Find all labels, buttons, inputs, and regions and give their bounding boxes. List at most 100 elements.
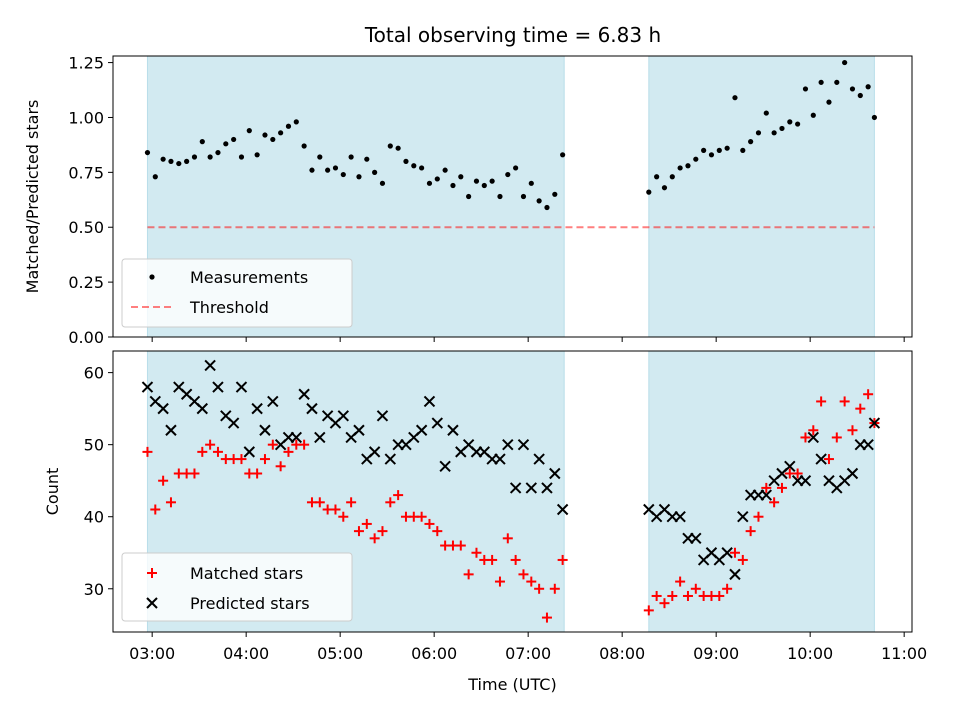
top-legend: Measurements Threshold	[121, 258, 353, 328]
predicted-star-point-7	[196, 402, 209, 415]
predicted-star-point-45	[494, 453, 506, 465]
matched-star-point-41	[463, 569, 474, 580]
matched-star-point-9	[212, 446, 223, 457]
measurement-point-33	[403, 158, 409, 164]
predicted-star-point-77-b	[823, 474, 835, 487]
matched-star-point-29	[369, 533, 380, 544]
measurement-point-51	[544, 204, 550, 211]
matched-star-point-63	[714, 590, 725, 601]
matched-star-point-60	[690, 583, 701, 594]
predicted-star-point-3	[165, 424, 177, 436]
measurement-point-21	[309, 167, 315, 173]
predicted-star-point-22	[314, 431, 326, 444]
measurement-point-39	[450, 182, 456, 189]
predicted-star-point-31	[384, 453, 397, 465]
matched-star-point-68	[753, 511, 764, 522]
matched-star-point-12	[236, 454, 247, 465]
x-tick-label-8: 11:00	[881, 644, 927, 663]
measurement-point-77	[826, 99, 832, 105]
matched-star-point-46	[502, 533, 513, 544]
predicted-star-point-20-b	[298, 388, 310, 400]
measurement-point-69	[763, 110, 769, 116]
predicted-star-point-75	[807, 431, 820, 444]
matched-star-point-56	[659, 598, 670, 609]
measurement-point-64	[724, 145, 730, 151]
x-tick-label-6: 09:00	[693, 644, 739, 663]
predicted-star-point-21	[306, 402, 318, 415]
predicted-star-point-7-b	[196, 402, 209, 415]
top-y-ticks: 0.00 0.25 0.50 0.75 1.00 1.25	[68, 54, 113, 347]
matched-star-point-55	[651, 590, 662, 601]
measurement-point-72	[787, 119, 793, 125]
predicted-star-point-12-b	[235, 381, 248, 393]
x-tick-label-3: 06:00	[411, 644, 457, 663]
matched-star-point-0	[142, 446, 153, 457]
predicted-star-point-21-b	[306, 402, 318, 415]
measurement-point-53	[560, 152, 566, 158]
matched-star-point-69	[761, 482, 772, 493]
x-tick-label-0: 03:00	[129, 644, 175, 663]
predicted-star-point-4-b	[173, 381, 185, 393]
measurement-point-65	[732, 95, 738, 101]
predicted-star-point-11	[227, 417, 240, 429]
measurement-point-66	[740, 147, 746, 153]
x-tick-label-5: 08:00	[599, 644, 645, 663]
matched-star-point-76	[816, 396, 827, 407]
y-tick-label-0: 30	[84, 580, 104, 599]
y-tick-label-2: 50	[84, 436, 104, 455]
predicted-star-point-72-b	[784, 460, 796, 472]
measurement-point-78	[834, 79, 840, 85]
predicted-star-point-30-b	[376, 410, 389, 422]
predicted-star-point-51	[541, 482, 553, 494]
measurement-point-14	[254, 152, 260, 158]
measurement-point-79	[842, 59, 848, 66]
measurement-point-1	[152, 174, 158, 180]
shaded-interval-1	[648, 55, 875, 338]
matched-star-point-20	[299, 439, 310, 450]
matched-star-point-15	[259, 454, 270, 465]
y-tick-label-1: 40	[84, 508, 104, 527]
predicted-star-point-47	[509, 482, 522, 494]
predicted-star-point-50	[533, 453, 545, 465]
predicted-star-point-29-b	[368, 446, 381, 458]
legend-plus-glyph	[147, 568, 157, 578]
matched-star-point-30	[377, 526, 388, 537]
measurement-point-35	[419, 165, 425, 171]
predicted-star-point-14-b	[251, 402, 263, 415]
measurement-point-62	[708, 152, 715, 158]
matched-star-point-31	[385, 497, 396, 508]
predicted-star-point-74	[799, 474, 812, 487]
matched-star-point-57	[667, 590, 678, 601]
measurement-point-0	[144, 149, 151, 156]
predicted-star-point-6-b	[188, 395, 201, 408]
measurement-point-31	[387, 143, 393, 149]
measurement-point-30	[379, 180, 386, 186]
predicted-star-point-39-b	[447, 424, 459, 436]
measurement-point-47	[513, 165, 519, 171]
matched-star-point-18	[283, 446, 294, 457]
legend-predicted-marker	[146, 597, 158, 609]
measurement-point-29	[372, 169, 378, 175]
legend-threshold-label: Threshold	[189, 298, 269, 317]
predicted-star-point-0	[141, 381, 154, 393]
matched-star-point-77	[823, 454, 834, 465]
predicted-star-point-19-b	[290, 431, 303, 444]
top-legend-box	[121, 258, 353, 328]
bottom-y-axis-label: Count	[43, 468, 62, 516]
measurement-point-9	[215, 149, 221, 156]
bottom-y-ticks: 30 40 50 60	[84, 364, 113, 599]
predicted-star-point-23-b	[321, 410, 334, 422]
matched-star-point-64	[722, 583, 733, 594]
measurement-point-59	[685, 163, 691, 169]
bottom-axes-frame	[112, 350, 913, 633]
predicted-star-point-53-b	[556, 503, 569, 516]
matched-star-point-52	[549, 583, 560, 594]
measurement-point-60	[693, 156, 699, 162]
predicted-star-point-64-b	[721, 547, 733, 559]
matched-star-point-8	[205, 439, 216, 450]
measurement-point-58	[677, 165, 683, 171]
predicted-star-point-12	[235, 381, 248, 393]
predicted-star-point-14	[251, 402, 263, 415]
x-tick-label-7: 10:00	[787, 644, 833, 663]
